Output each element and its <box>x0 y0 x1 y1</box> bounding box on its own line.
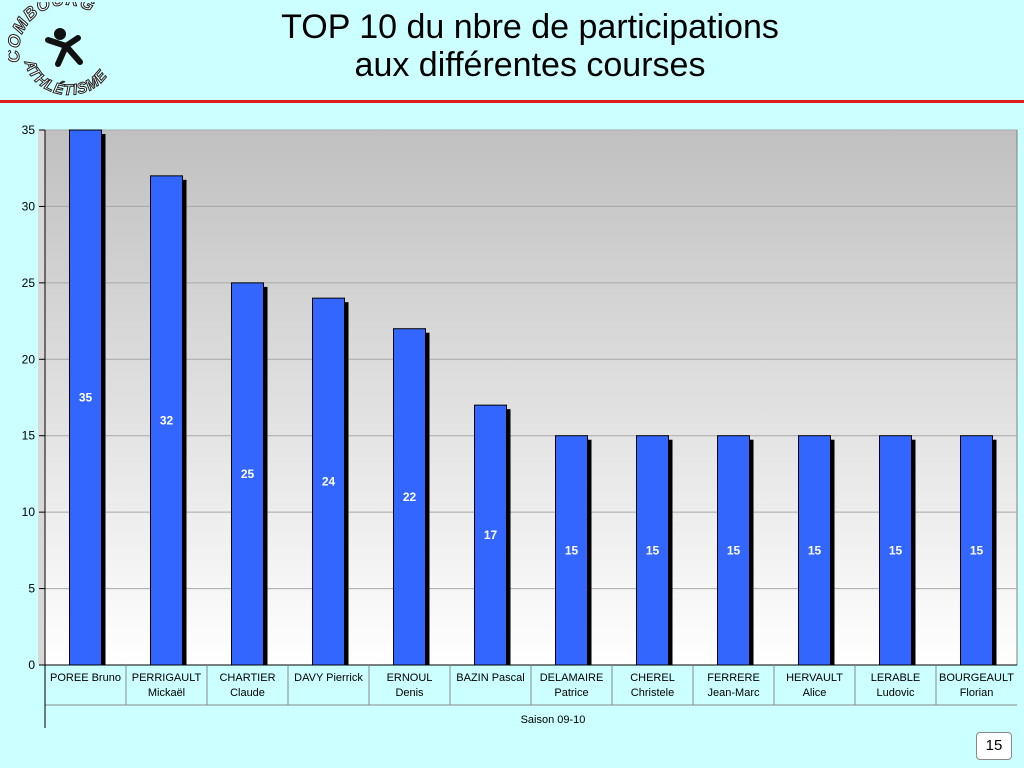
bar <box>474 404 507 666</box>
x-category-label: BAZIN Pascal <box>456 672 524 684</box>
x-category-label: Mickaël <box>148 687 185 699</box>
x-category-label: DELAMAIRE <box>540 672 604 684</box>
bar-value-label: 15 <box>889 543 903 557</box>
x-category-label: FERRERE <box>707 672 760 684</box>
bar <box>879 435 912 666</box>
gridlines <box>45 129 1017 590</box>
svg-text:ATHLÉTISME: ATHLÉTISME <box>20 57 111 98</box>
y-axis: 0 5 10 15 20 25 30 35 <box>22 123 46 672</box>
y-tick-label: 0 <box>28 658 35 672</box>
y-tick-label: 5 <box>28 582 35 596</box>
svg-text:COMBOURG: COMBOURG <box>8 2 98 63</box>
bar-value-label: 17 <box>484 528 498 542</box>
slide-title: TOP 10 du nbre de participations aux dif… <box>140 8 920 84</box>
bar-value-label: 15 <box>808 543 822 557</box>
bar-value-label: 24 <box>322 475 336 489</box>
bar <box>717 435 750 666</box>
x-category-label: CHEREL <box>630 672 675 684</box>
bar-value-label: 15 <box>565 543 579 557</box>
x-category-label: PERRIGAULT <box>132 672 202 684</box>
x-category-label: Ludovic <box>877 687 915 699</box>
title-line-2: aux différentes courses <box>354 46 706 84</box>
y-tick-label: 15 <box>22 429 36 443</box>
x-category-label: HERVAULT <box>786 672 843 684</box>
club-logo: COMBOURG ATHLÉTISME <box>8 2 111 98</box>
x-category-label: DAVY Pierrick <box>294 672 363 684</box>
bar <box>798 435 831 666</box>
bar-value-label: 25 <box>241 467 255 481</box>
bar-value-label: 15 <box>727 543 741 557</box>
x-category-label: ERNOUL <box>387 672 433 684</box>
bar <box>555 435 588 666</box>
y-tick-label: 30 <box>22 199 36 213</box>
x-category-label: Denis <box>395 687 424 699</box>
x-category-label: POREE Bruno <box>50 672 121 684</box>
category-table: POREE Bruno PERRIGAULT Mickaël CHARTIER Clau… <box>44 664 1017 728</box>
x-category-label: Jean-Marc <box>708 687 760 699</box>
bar-value-label: 35 <box>79 391 93 405</box>
bar-value-label: 15 <box>970 543 984 557</box>
x-category-label: BOURGEAULT <box>939 672 1014 684</box>
x-category-label: Florian <box>960 687 994 699</box>
title-line-1: TOP 10 du nbre de participations <box>281 8 779 46</box>
bar <box>312 297 345 666</box>
x-group-label: Saison 09-10 <box>521 714 586 726</box>
y-tick-label: 20 <box>22 352 36 366</box>
x-category-label: Claude <box>230 687 265 699</box>
bars: 35 32 25 24 22 17 15 15 15 15 15 15 <box>69 129 997 666</box>
plot-area <box>44 129 1018 666</box>
x-category-label: CHARTIER <box>219 672 275 684</box>
bar <box>393 328 426 666</box>
x-category-label: Christele <box>631 687 674 699</box>
bar <box>636 435 669 666</box>
y-tick-label: 35 <box>22 123 36 137</box>
bar-value-label: 32 <box>160 413 174 427</box>
x-category-label: Patrice <box>554 687 588 699</box>
page-number: 15 <box>976 732 1012 760</box>
bar <box>960 435 993 666</box>
x-category-label: Alice <box>803 687 827 699</box>
header-rule <box>0 100 1024 103</box>
bar <box>150 175 183 666</box>
bar <box>231 282 264 666</box>
x-category-label: LERABLE <box>871 672 921 684</box>
y-tick-label: 10 <box>22 505 36 519</box>
plot-side-wall <box>38 130 45 665</box>
y-tick-label: 25 <box>22 276 36 290</box>
bar-value-label: 15 <box>646 543 660 557</box>
bar-value-label: 22 <box>403 490 417 504</box>
bar <box>69 129 102 666</box>
